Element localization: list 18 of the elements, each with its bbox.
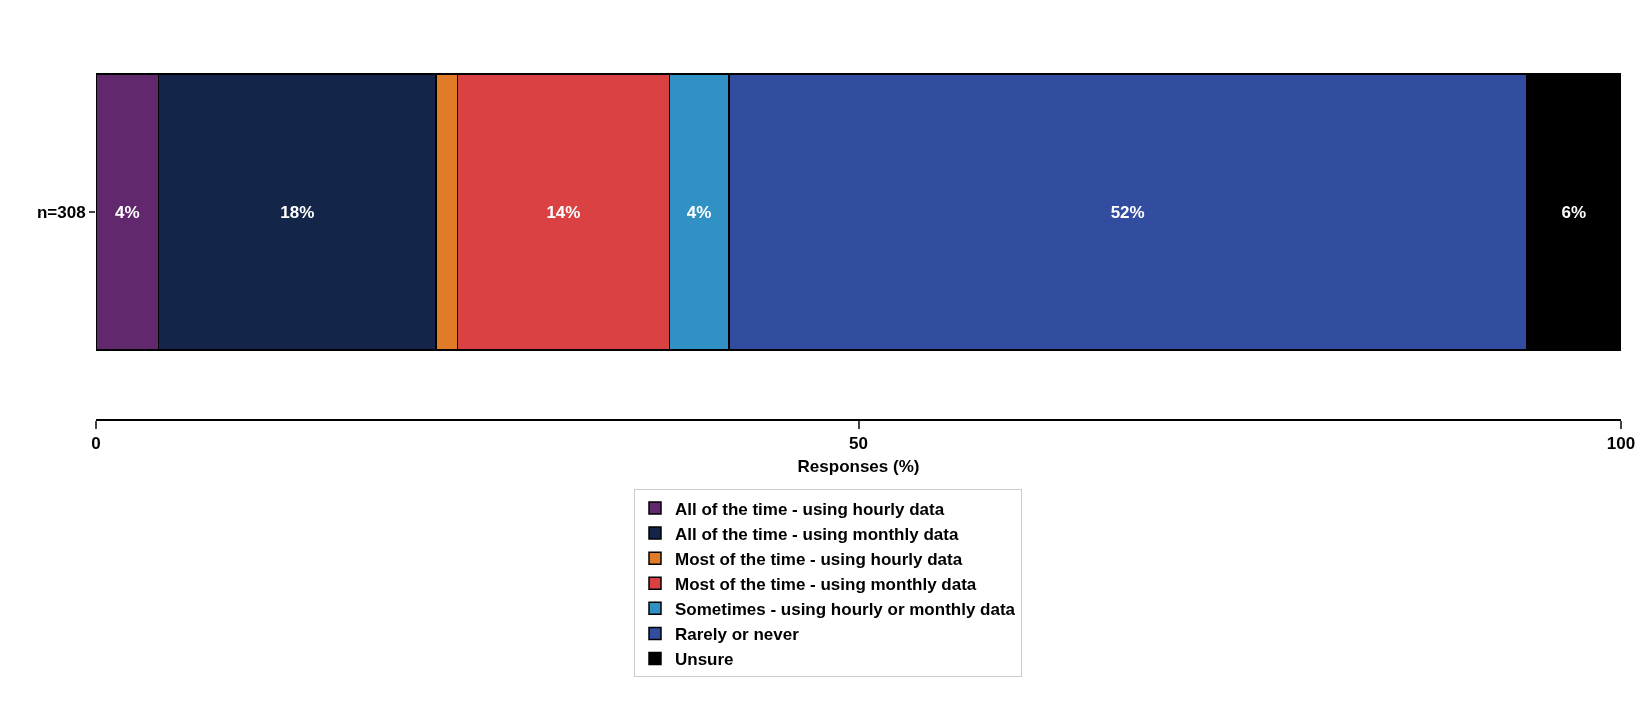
data-label: 52% xyxy=(1110,202,1145,222)
legend-label: Rarely or never xyxy=(675,625,800,645)
x-tick-label: 100 xyxy=(1606,434,1636,454)
legend-label: All of the time - using hourly data xyxy=(675,499,945,519)
data-label: 6% xyxy=(1561,202,1587,222)
data-label: 14% xyxy=(546,202,581,222)
legend-label: All of the time - using monthly data xyxy=(675,524,959,544)
legend-label: Sometimes - using hourly or monthly data xyxy=(675,599,1016,619)
x-tick-label: 0 xyxy=(91,434,101,454)
legend-label: Unsure xyxy=(675,650,734,670)
data-label: 4% xyxy=(114,202,140,222)
data-label: 4% xyxy=(686,202,712,222)
y-tick-label: n=308 xyxy=(36,202,86,222)
legend-label: Most of the time - using hourly data xyxy=(675,549,963,569)
x-axis-title: Responses (%) xyxy=(797,457,920,477)
legend-label: Most of the time - using monthly data xyxy=(675,574,977,594)
x-tick-label: 50 xyxy=(849,434,868,454)
data-label: 18% xyxy=(280,202,315,222)
